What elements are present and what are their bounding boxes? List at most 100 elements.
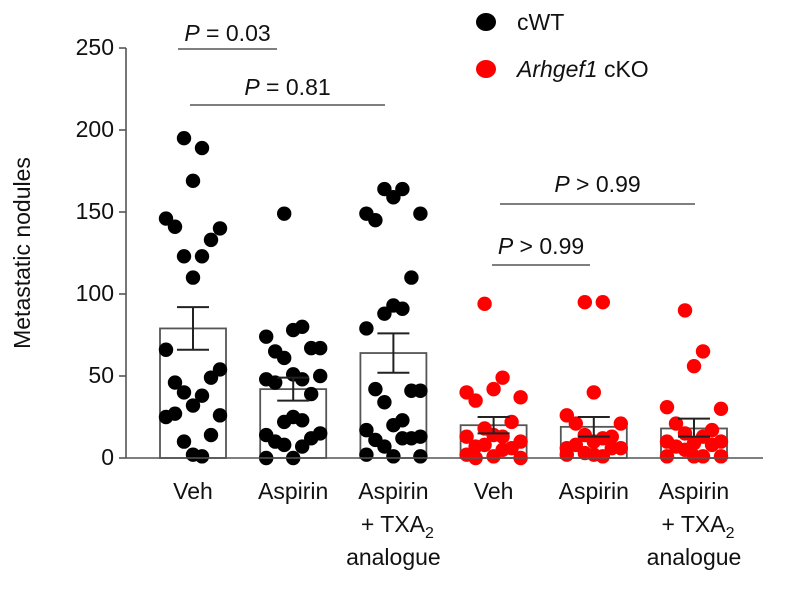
y-tick-label: 100	[76, 280, 114, 306]
data-point	[268, 375, 283, 390]
data-point	[212, 221, 228, 236]
data-point	[477, 296, 492, 312]
data-point	[477, 437, 492, 453]
data-point	[386, 298, 401, 313]
bars	[159, 327, 728, 459]
data-point	[386, 449, 401, 464]
data-point	[668, 416, 684, 431]
x-tick-label: Veh	[474, 478, 514, 504]
data-point	[513, 390, 528, 405]
data-point	[413, 449, 428, 464]
data-point	[167, 219, 183, 234]
data-point	[459, 429, 474, 444]
data-point	[286, 322, 301, 338]
data-point	[386, 418, 401, 433]
error-bars	[177, 306, 710, 438]
data-point	[167, 406, 183, 421]
data-point	[185, 447, 201, 462]
data-point	[377, 439, 392, 454]
data-point	[495, 370, 510, 385]
x-tick-label: + TXA2	[361, 511, 434, 542]
data-points	[158, 131, 729, 466]
data-point	[176, 434, 192, 449]
data-point	[194, 140, 210, 156]
y-tick-label: 50	[88, 362, 114, 388]
legend-label: Arhgef1 cKO	[515, 56, 649, 82]
x-tick-label: + TXA2	[661, 511, 734, 542]
data-point	[277, 206, 292, 221]
data-point	[203, 370, 219, 385]
data-point	[695, 344, 711, 359]
x-tick-label: analogue	[647, 544, 742, 570]
data-point	[295, 439, 310, 454]
p-value-label: P = 0.03	[184, 20, 270, 46]
data-point	[313, 368, 328, 384]
data-point	[486, 449, 501, 464]
data-point	[176, 385, 192, 400]
data-point	[486, 427, 501, 443]
data-point	[304, 340, 319, 356]
p-value-label: P > 0.99	[554, 171, 640, 197]
data-point	[586, 385, 601, 400]
data-point	[377, 395, 392, 410]
y-axis-label: Metastatic nodules	[9, 157, 35, 349]
x-tick-label: Veh	[173, 478, 213, 504]
data-point	[713, 449, 729, 464]
p-value-label: P = 0.81	[244, 74, 330, 100]
data-point	[595, 295, 610, 310]
data-point	[486, 381, 501, 397]
legend-label: cWT	[517, 9, 564, 35]
y-axis: 0 50 100 150 200 250	[76, 34, 127, 470]
legend: cWT Arhgef1 cKO	[476, 9, 649, 82]
data-point	[586, 434, 601, 449]
x-tick-label: Aspirin	[559, 478, 629, 504]
data-point	[259, 329, 274, 344]
data-point	[185, 173, 201, 189]
data-point	[659, 399, 675, 415]
data-point	[586, 447, 601, 462]
legend-marker	[476, 60, 496, 78]
data-point	[359, 422, 374, 438]
data-point	[577, 295, 592, 310]
y-tick-label: 200	[76, 116, 114, 142]
data-point	[413, 206, 428, 221]
data-point	[468, 393, 483, 408]
data-point	[359, 321, 374, 336]
data-point	[194, 388, 210, 403]
y-tick-label: 150	[76, 198, 114, 224]
data-point	[368, 213, 383, 228]
data-point	[704, 437, 720, 453]
data-point	[677, 303, 693, 318]
data-point	[713, 401, 729, 416]
y-tick-label: 0	[101, 444, 114, 470]
data-point	[304, 386, 319, 402]
data-point	[167, 375, 183, 390]
data-point	[368, 381, 383, 397]
data-point	[286, 409, 301, 425]
data-point	[194, 249, 210, 264]
x-tick-label: Aspirin	[258, 478, 328, 504]
data-point	[686, 449, 702, 464]
data-point	[185, 270, 201, 285]
data-point	[686, 358, 702, 374]
data-point	[277, 350, 292, 366]
data-point	[212, 408, 228, 423]
data-point	[659, 449, 675, 464]
data-point	[176, 131, 192, 146]
data-point	[176, 249, 192, 264]
data-point	[404, 270, 419, 285]
data-point	[386, 190, 401, 205]
data-point	[277, 437, 292, 453]
data-point	[504, 414, 519, 430]
data-point	[395, 431, 410, 446]
x-tick-label: analogue	[346, 544, 441, 570]
legend-marker	[476, 13, 496, 31]
data-point	[568, 416, 583, 431]
data-point	[203, 427, 219, 443]
data-point	[158, 342, 174, 357]
data-point	[613, 416, 628, 431]
y-tick-label: 250	[76, 34, 114, 60]
significance-annotations: P = 0.03 P = 0.81 P > 0.99 P > 0.99	[178, 20, 695, 266]
